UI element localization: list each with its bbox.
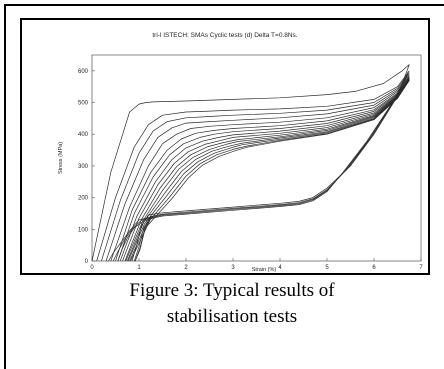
y-tick-label: 500 — [78, 101, 89, 107]
figure-caption: Figure 3: Typical results of stabilisati… — [30, 278, 434, 330]
page-top-rule — [4, 4, 444, 6]
x-tick-label: 0 — [90, 265, 94, 271]
series-line — [126, 79, 410, 262]
y-tick-label: 0 — [85, 259, 89, 265]
x-tick-label: 5 — [325, 265, 329, 271]
series-line — [115, 76, 410, 262]
y-tick-label: 300 — [78, 164, 89, 170]
series-line — [91, 64, 410, 262]
series-line — [105, 73, 410, 262]
series-line — [124, 78, 410, 262]
series-line — [134, 76, 408, 262]
caption-line-1: Figure 3: Typical results of — [129, 280, 335, 301]
stress-strain-chart: tri-l ISTECH: SMAs Cyclic tests (d) Delt… — [58, 32, 423, 273]
stress-strain-curves — [91, 64, 410, 262]
series-line — [96, 70, 410, 262]
series-line — [127, 79, 410, 262]
chart-title: tri-l ISTECH: SMAs Cyclic tests (d) Delt… — [152, 32, 297, 39]
series-line — [101, 72, 410, 262]
x-tick-label: 6 — [372, 265, 376, 271]
x-tick-label: 1 — [137, 265, 141, 271]
series-line — [110, 75, 410, 262]
x-tick-label: 7 — [419, 265, 423, 271]
x-tick-label: 3 — [231, 265, 235, 271]
page-left-rule — [4, 4, 6, 369]
series-line — [112, 216, 154, 262]
y-tick-label: 600 — [78, 69, 89, 75]
series-line — [129, 79, 410, 262]
x-tick-label: 2 — [184, 265, 188, 271]
series-line — [117, 217, 154, 262]
series-line — [122, 78, 410, 262]
x-tick-label: 4 — [278, 265, 282, 271]
series-line — [133, 71, 409, 262]
series-line — [125, 78, 410, 262]
y-axis-label: Stress (MPa) — [58, 142, 64, 174]
plot-area-box — [91, 54, 422, 262]
y-tick-label: 100 — [78, 227, 89, 233]
caption-line-2: stabilisation tests — [166, 306, 298, 327]
axis-ticks: 0 1 2 3 4 5 6 7 0 100 200 300 400 500 600 — [78, 69, 423, 271]
series-line — [130, 80, 410, 262]
series-line — [108, 216, 154, 262]
figure-frame — [20, 18, 430, 275]
series-line — [131, 64, 410, 262]
series-line — [117, 76, 410, 262]
x-axis-label: Strain (%) — [252, 267, 277, 273]
y-tick-label: 400 — [78, 132, 89, 138]
series-line — [119, 77, 410, 262]
y-tick-label: 200 — [78, 196, 89, 202]
series-line — [134, 73, 409, 262]
